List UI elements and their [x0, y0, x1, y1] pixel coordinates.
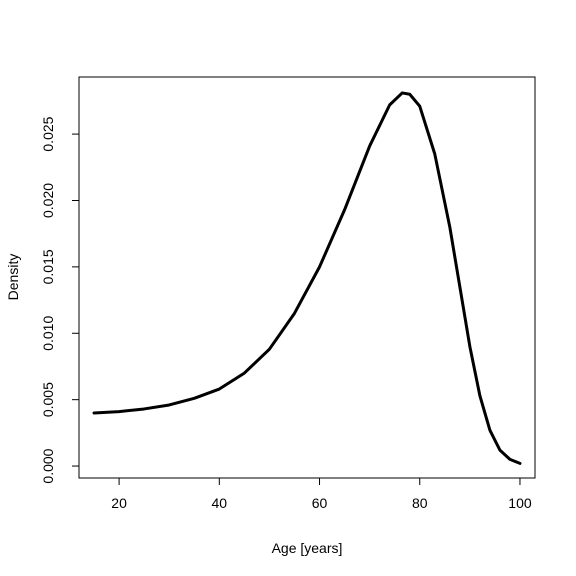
y-tick-label: 0.010 [40, 316, 56, 351]
y-tick-label: 0.000 [40, 448, 56, 483]
x-tick-label: 20 [111, 495, 127, 511]
x-tick-label: 80 [412, 495, 428, 511]
y-tick-label: 0.015 [40, 249, 56, 284]
y-tick-label: 0.020 [40, 183, 56, 218]
x-tick-label: 40 [212, 495, 228, 511]
x-tick-label: 100 [508, 495, 532, 511]
y-tick-label: 0.025 [40, 116, 56, 151]
x-axis-label: Age [years] [272, 540, 343, 556]
plot-frame [78, 76, 536, 479]
y-axis-label: Density [5, 254, 21, 301]
density-line [92, 91, 522, 465]
x-tick-label: 60 [312, 495, 328, 511]
x-axis: 20 40 60 80 100 [111, 477, 532, 511]
y-tick-label: 0.005 [40, 382, 56, 417]
y-axis: 0.000 0.005 0.010 0.015 0.020 0.025 [40, 116, 80, 484]
